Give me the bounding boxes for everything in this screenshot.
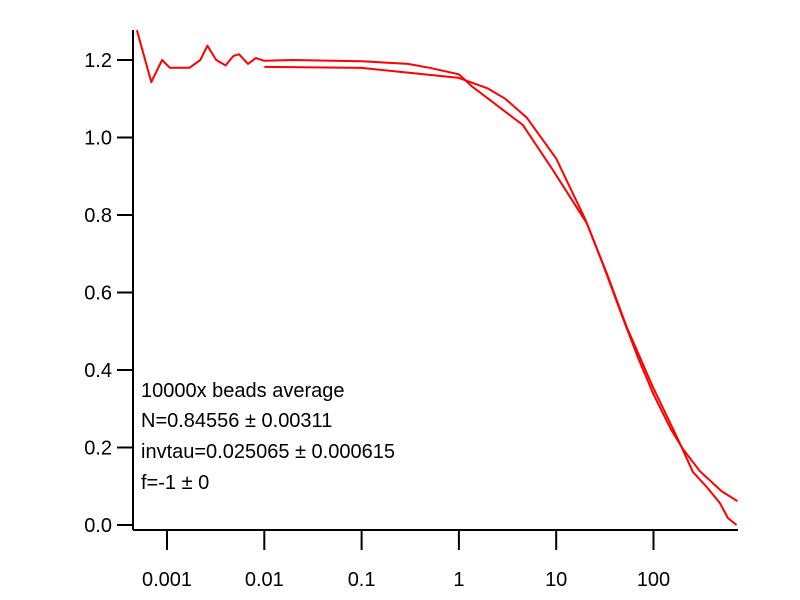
x-tick-label: 10: [545, 569, 567, 591]
y-tick-label: 0.2: [84, 438, 112, 460]
x-tick-label: 0.1: [348, 569, 376, 591]
y-tick-label: 0.6: [84, 283, 112, 305]
y-ticks: 0.0 0.2 0.4 0.6 0.8 1.0 1.2: [84, 50, 133, 537]
x-tick-label: 1: [453, 569, 464, 591]
series-layer: [135, 29, 739, 526]
y-tick-label: 1.2: [84, 50, 112, 72]
y-tick-label: 0.4: [84, 360, 112, 382]
y-tick-label: 1.0: [84, 128, 112, 150]
data-series-line: [135, 29, 738, 526]
annotation-line: 10000x beads average: [141, 380, 345, 402]
fit-annotation: 10000x beads average N=0.84556 ± 0.00311…: [141, 380, 395, 494]
x-tick-label: 0.001: [142, 569, 192, 591]
y-tick-label: 0.8: [84, 205, 112, 227]
x-tick-label: 100: [637, 569, 670, 591]
x-tick-label: 0.01: [245, 569, 284, 591]
annotation-line: N=0.84556 ± 0.00311: [141, 410, 332, 432]
annotation-line: f=-1 ± 0: [141, 472, 209, 494]
fit-series-line: [264, 65, 739, 503]
y-tick-label: 0.0: [84, 515, 112, 537]
x-ticks: 0.001 0.01 0.1 1 10 100: [142, 530, 670, 591]
annotation-line: invtau=0.025065 ± 0.000615: [141, 441, 395, 463]
